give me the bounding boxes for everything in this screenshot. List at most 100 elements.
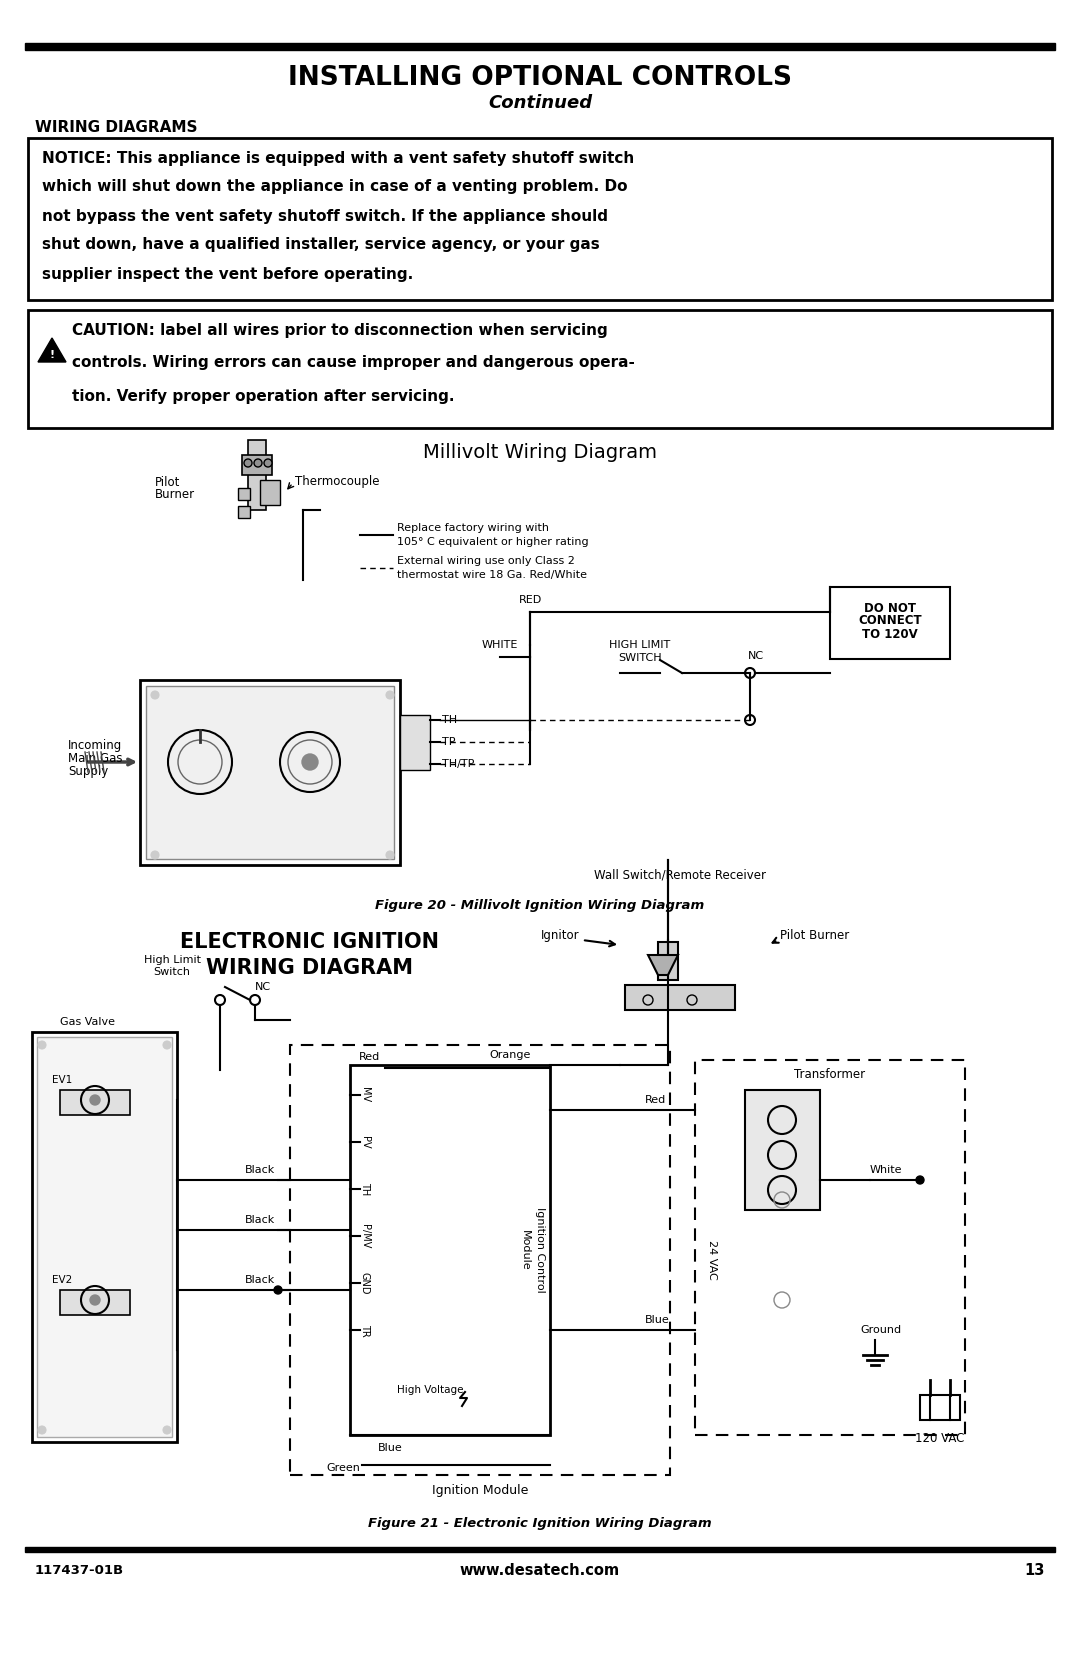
Text: MV: MV bbox=[360, 1088, 370, 1103]
Text: ELECTRONIC IGNITION: ELECTRONIC IGNITION bbox=[180, 931, 440, 951]
Bar bbox=[140, 679, 400, 865]
Text: Supply: Supply bbox=[68, 764, 108, 778]
Text: SWITCH: SWITCH bbox=[618, 653, 662, 663]
Text: Ignition Control: Ignition Control bbox=[535, 1207, 545, 1293]
Text: controls. Wiring errors can cause improper and dangerous opera-: controls. Wiring errors can cause improp… bbox=[72, 355, 635, 371]
Text: EV2: EV2 bbox=[52, 1275, 72, 1285]
Text: Ground: Ground bbox=[860, 1325, 901, 1335]
Text: Continued: Continued bbox=[488, 93, 592, 112]
Text: TP: TP bbox=[442, 738, 456, 748]
Circle shape bbox=[163, 1041, 171, 1050]
Text: High Voltage: High Voltage bbox=[396, 1385, 463, 1395]
Circle shape bbox=[264, 459, 272, 467]
Bar bbox=[60, 1090, 130, 1115]
Circle shape bbox=[38, 1041, 46, 1050]
Text: tion. Verify proper operation after servicing.: tion. Verify proper operation after serv… bbox=[72, 389, 455, 404]
Bar bbox=[60, 1290, 130, 1315]
Bar bbox=[831, 587, 950, 659]
Text: Black: Black bbox=[245, 1165, 275, 1175]
Text: TH: TH bbox=[360, 1182, 370, 1195]
Text: TH: TH bbox=[442, 714, 457, 724]
Text: External wiring use only Class 2: External wiring use only Class 2 bbox=[397, 556, 575, 566]
Bar bbox=[238, 506, 249, 517]
Text: Thermocouple: Thermocouple bbox=[295, 476, 379, 489]
Text: TH/TP: TH/TP bbox=[442, 759, 474, 769]
Bar bbox=[32, 1031, 177, 1442]
Text: Red: Red bbox=[645, 1095, 666, 1105]
Text: Black: Black bbox=[245, 1275, 275, 1285]
Text: supplier inspect the vent before operating.: supplier inspect the vent before operati… bbox=[42, 267, 414, 282]
Circle shape bbox=[254, 459, 262, 467]
Text: NC: NC bbox=[255, 981, 271, 991]
Text: thermostat wire 18 Ga. Red/White: thermostat wire 18 Ga. Red/White bbox=[397, 571, 588, 581]
Text: HIGH LIMIT: HIGH LIMIT bbox=[609, 639, 671, 649]
Text: Figure 20 - Millivolt Ignition Wiring Diagram: Figure 20 - Millivolt Ignition Wiring Di… bbox=[376, 898, 704, 911]
Bar bbox=[745, 1090, 820, 1210]
Text: Blue: Blue bbox=[378, 1444, 403, 1454]
Text: 24 VAC: 24 VAC bbox=[707, 1240, 717, 1280]
Text: Blue: Blue bbox=[645, 1315, 670, 1325]
Text: DO NOT: DO NOT bbox=[864, 601, 916, 614]
Text: Transformer: Transformer bbox=[795, 1068, 865, 1082]
Bar bbox=[146, 686, 394, 860]
Bar bbox=[28, 310, 1052, 427]
Circle shape bbox=[151, 851, 159, 860]
Text: Red: Red bbox=[359, 1051, 380, 1061]
Circle shape bbox=[302, 754, 318, 769]
Bar bbox=[37, 1036, 172, 1437]
Circle shape bbox=[274, 1287, 282, 1293]
Text: Ignition Module: Ignition Module bbox=[432, 1484, 528, 1497]
Text: High Limit: High Limit bbox=[144, 955, 201, 965]
Polygon shape bbox=[38, 339, 66, 362]
Text: which will shut down the appliance in case of a venting problem. Do: which will shut down the appliance in ca… bbox=[42, 180, 627, 195]
Text: Green: Green bbox=[326, 1464, 360, 1474]
Circle shape bbox=[90, 1095, 100, 1105]
Text: CAUTION: label all wires prior to disconnection when servicing: CAUTION: label all wires prior to discon… bbox=[72, 322, 608, 337]
Text: Switch: Switch bbox=[153, 966, 190, 976]
Text: not bypass the vent safety shutoff switch. If the appliance should: not bypass the vent safety shutoff switc… bbox=[42, 209, 608, 224]
Text: Incoming: Incoming bbox=[68, 738, 122, 751]
Text: 13: 13 bbox=[1025, 1562, 1045, 1577]
Text: shut down, have a qualified installer, service agency, or your gas: shut down, have a qualified installer, s… bbox=[42, 237, 599, 252]
Text: 120 VAC: 120 VAC bbox=[916, 1432, 964, 1444]
Text: 105° C equivalent or higher rating: 105° C equivalent or higher rating bbox=[397, 537, 589, 547]
Text: Burner: Burner bbox=[156, 489, 195, 501]
Bar bbox=[658, 941, 678, 980]
Text: Millivolt Wiring Diagram: Millivolt Wiring Diagram bbox=[423, 444, 657, 462]
Bar bbox=[625, 985, 735, 1010]
Text: Orange: Orange bbox=[489, 1050, 530, 1060]
Text: 117437-01B: 117437-01B bbox=[35, 1564, 124, 1577]
Text: CONNECT: CONNECT bbox=[859, 614, 922, 628]
Circle shape bbox=[38, 1425, 46, 1434]
Bar bbox=[28, 139, 1052, 300]
Circle shape bbox=[386, 851, 394, 860]
Text: EV1: EV1 bbox=[52, 1075, 72, 1085]
Text: Ignitor: Ignitor bbox=[541, 928, 580, 941]
Text: Gas Valve: Gas Valve bbox=[60, 1016, 114, 1026]
Text: RED: RED bbox=[518, 596, 542, 604]
Text: WIRING DIAGRAM: WIRING DIAGRAM bbox=[206, 958, 414, 978]
Bar bbox=[248, 441, 266, 511]
Text: TO 120V: TO 120V bbox=[862, 628, 918, 641]
Text: Module: Module bbox=[519, 1230, 530, 1270]
Text: WHITE: WHITE bbox=[482, 639, 518, 649]
Bar bbox=[696, 1060, 966, 1435]
Text: !: ! bbox=[50, 350, 55, 361]
Text: WIRING DIAGRAMS: WIRING DIAGRAMS bbox=[35, 120, 198, 135]
Text: P/MV: P/MV bbox=[360, 1223, 370, 1248]
Text: Figure 21 - Electronic Ignition Wiring Diagram: Figure 21 - Electronic Ignition Wiring D… bbox=[368, 1517, 712, 1529]
Bar bbox=[400, 714, 430, 769]
Bar bbox=[350, 1065, 550, 1435]
Text: Main Gas: Main Gas bbox=[68, 751, 122, 764]
Text: Pilot Burner: Pilot Burner bbox=[780, 928, 849, 941]
Bar bbox=[242, 456, 272, 476]
Circle shape bbox=[916, 1177, 924, 1183]
Text: Pilot: Pilot bbox=[156, 476, 180, 489]
Text: Replace factory wiring with: Replace factory wiring with bbox=[397, 522, 549, 532]
Text: TR: TR bbox=[360, 1324, 370, 1337]
Text: PV: PV bbox=[360, 1135, 370, 1148]
Bar bbox=[920, 1395, 960, 1420]
Text: White: White bbox=[870, 1165, 903, 1175]
Bar bbox=[25, 1547, 1055, 1552]
Text: Black: Black bbox=[245, 1215, 275, 1225]
